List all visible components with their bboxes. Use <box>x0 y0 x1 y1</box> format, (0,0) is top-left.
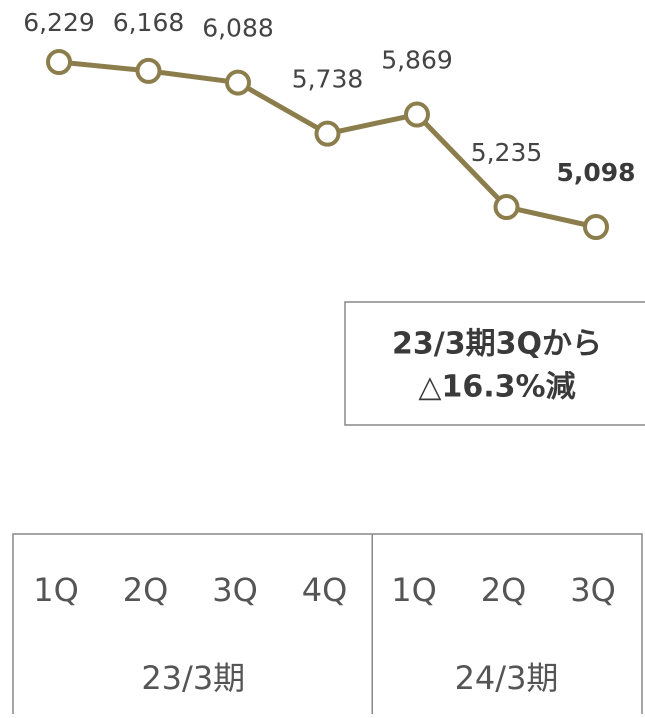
group-label: 24/3期 <box>455 659 559 697</box>
point <box>583 214 609 240</box>
axis-table <box>12 533 643 718</box>
data-label: 6,088 <box>202 14 274 43</box>
data-label: 5,869 <box>381 46 453 75</box>
x-tick-label: 2Q <box>481 571 527 609</box>
x-tick-label: 1Q <box>391 571 437 609</box>
data-label: 5,738 <box>292 65 364 94</box>
point <box>135 57 162 84</box>
data-label: 6,229 <box>23 8 95 37</box>
data-label: 5,098 <box>556 158 635 187</box>
point <box>46 49 72 75</box>
data-label: 5,235 <box>471 138 543 167</box>
x-tick-label: 3Q <box>570 571 616 609</box>
annotation-box <box>344 301 645 426</box>
x-tick-label: 3Q <box>212 571 258 609</box>
group-label: 23/3期 <box>141 659 245 697</box>
data-label: 6,168 <box>113 8 185 37</box>
x-tick-label: 4Q <box>302 571 348 609</box>
annotation: 23/3期3Qから <box>392 327 602 362</box>
point <box>404 101 430 128</box>
x-tick-label: 2Q <box>123 571 169 609</box>
annotation: △16.3%減 <box>418 370 575 405</box>
x-tick-label: 1Q <box>33 571 79 609</box>
point <box>314 120 341 147</box>
point <box>225 69 251 96</box>
point <box>493 194 520 221</box>
